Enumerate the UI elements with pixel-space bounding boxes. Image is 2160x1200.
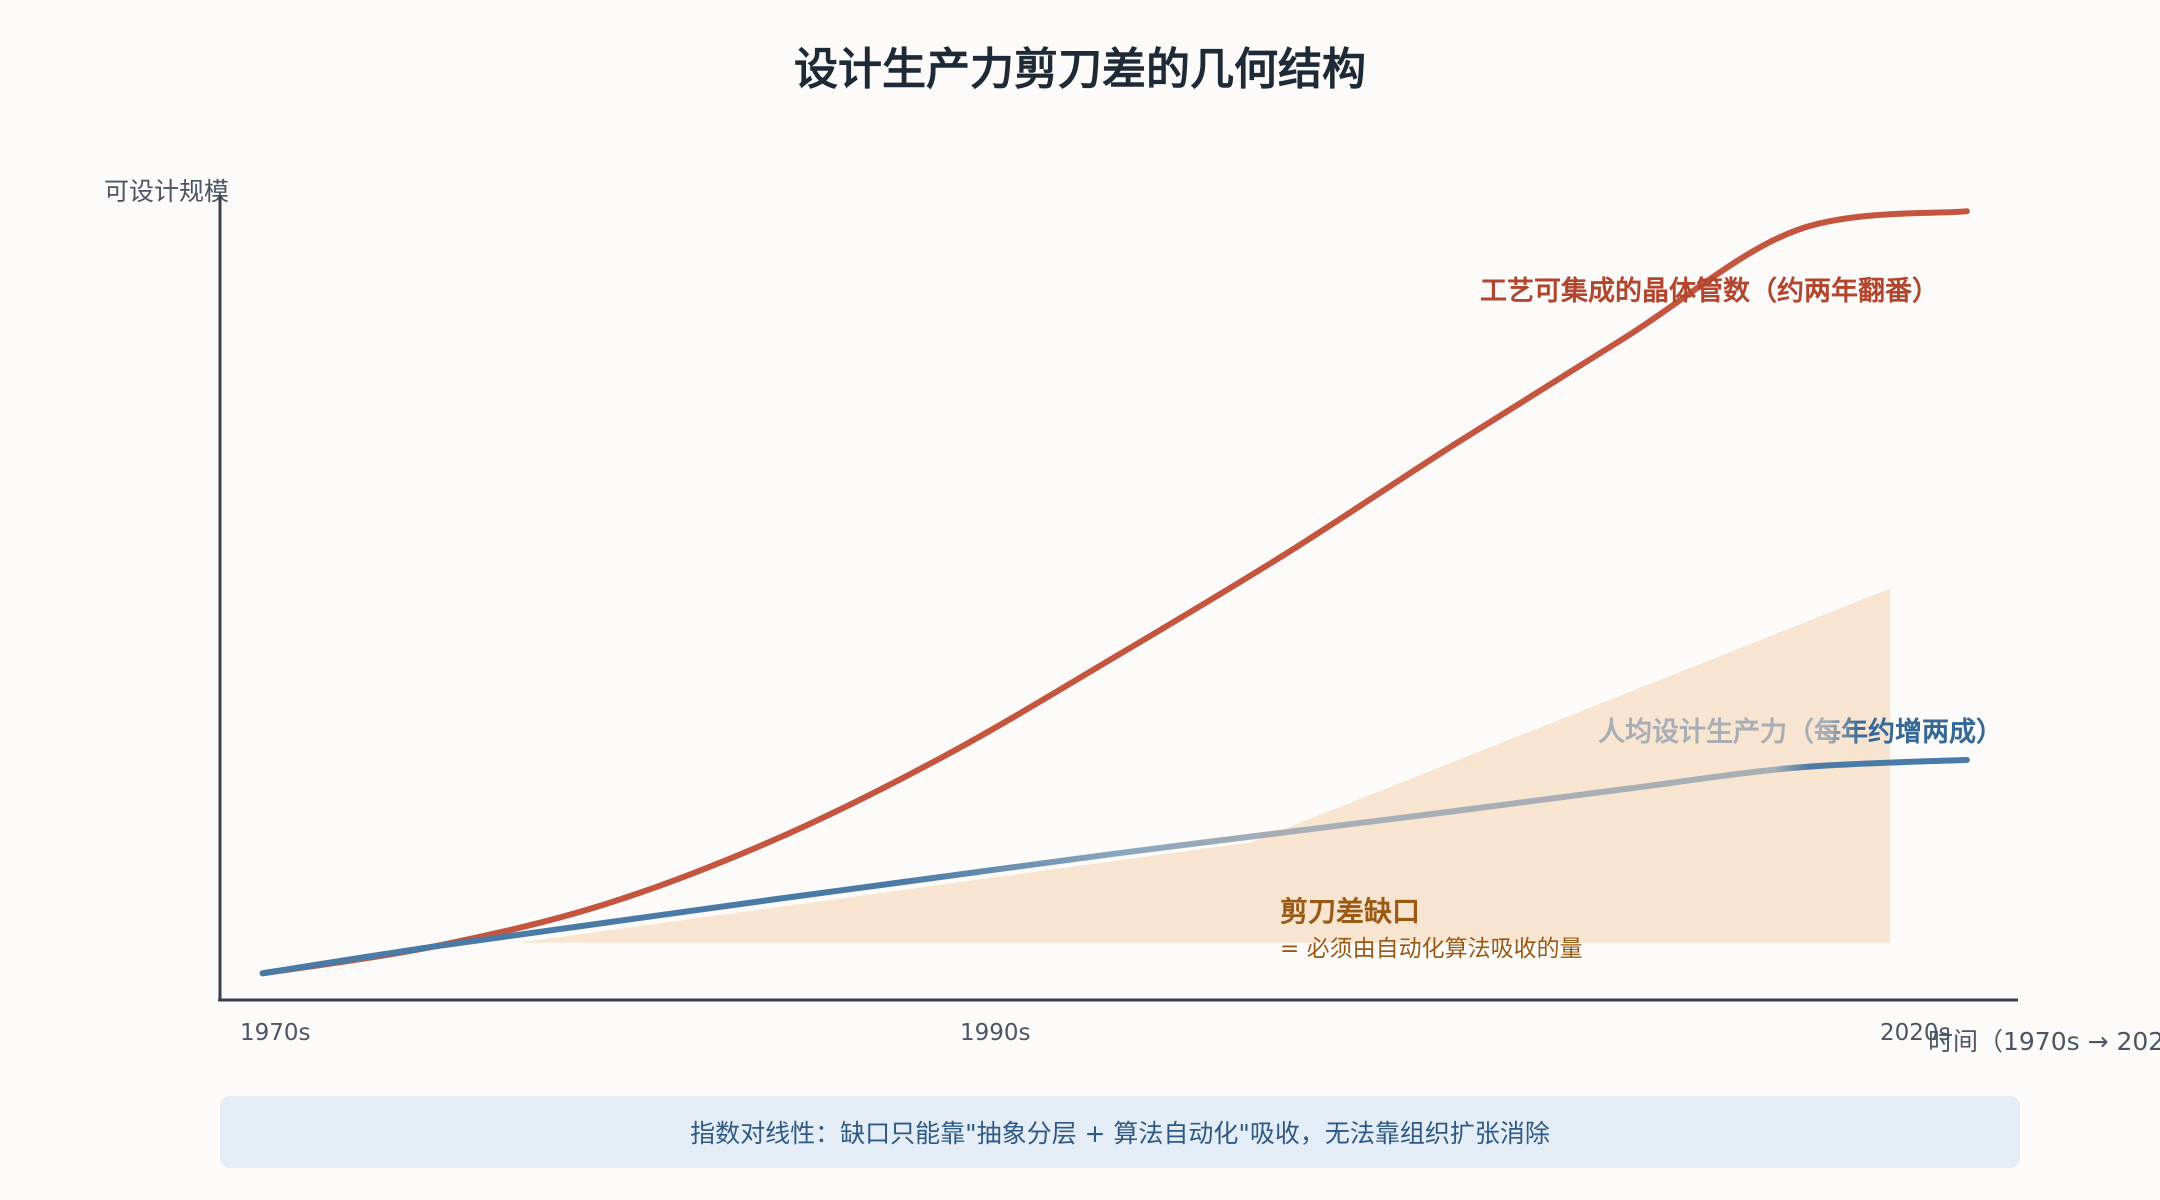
series-label-transistors: 工艺可集成的晶体管数（约两年翻番） [1480, 275, 1939, 307]
chart-title: 设计生产力剪刀差的几何结构 [794, 44, 1366, 95]
note-box: 指数对线性：缺口只能靠"抽象分层 + 算法自动化"吸收，无法靠组织扩张消除 [220, 1096, 2020, 1168]
y-axis-label: 可设计规模 [104, 177, 229, 206]
x-axis-label: 时间（1970s → 2020s） [1928, 1027, 2160, 1056]
series-line-productivity [259, 756, 1970, 977]
x-tick-label-1990s: 1990s [960, 1020, 1031, 1046]
gap-area [518, 588, 1891, 943]
x-tick-label-2020s: 2020s [1880, 1020, 1951, 1046]
series-label-productivity: 人均设计生产力（每年约增两成） [1598, 716, 2003, 748]
gap-sublabel: = 必须由自动化算法吸收的量 [1280, 936, 1583, 962]
gap-label: 剪刀差缺口 [1280, 895, 1420, 928]
note-text: 指数对线性：缺口只能靠"抽象分层 + 算法自动化"吸收，无法靠组织扩张消除 [690, 1119, 1550, 1148]
x-tick-label-1970s: 1970s [240, 1020, 311, 1046]
series-line-transistors [259, 208, 1970, 977]
